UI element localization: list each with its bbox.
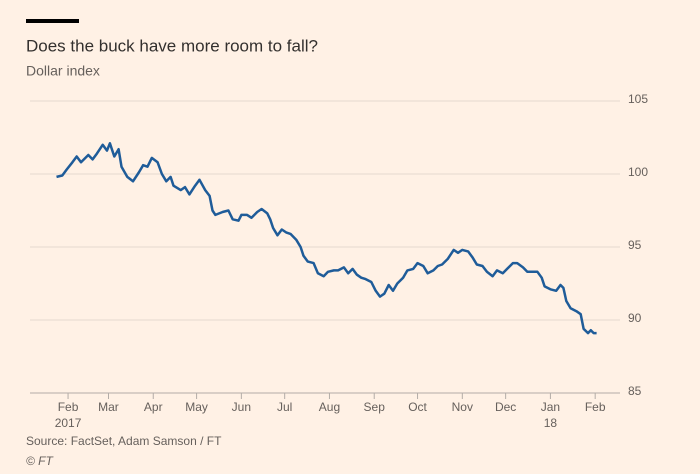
chart-title: Does the buck have more room to fall?	[26, 36, 318, 55]
x-tick-label: Jun	[232, 400, 251, 414]
x-tick-label: Feb	[585, 400, 606, 414]
data-line	[56, 142, 597, 335]
x-sublabel: 18	[544, 416, 558, 430]
y-tick-label: 90	[628, 311, 642, 325]
x-tick-label: Mar	[98, 400, 119, 414]
x-tick-label: Dec	[495, 400, 516, 414]
x-tick-label: Oct	[408, 400, 427, 414]
x-tick-label: Jul	[277, 400, 292, 414]
x-tick-label: Nov	[452, 400, 473, 414]
y-tick-label: 105	[628, 92, 648, 106]
source: Source: FactSet, Adam Samson / FT	[26, 434, 222, 448]
x-sublabel: 2017	[55, 416, 82, 430]
x-tick-label: Sep	[364, 400, 386, 414]
y-tick-label: 100	[628, 165, 648, 179]
y-tick-label: 85	[628, 384, 642, 398]
x-tick-label: Jan	[541, 400, 560, 414]
x-tick-label: May	[185, 400, 208, 414]
y-tick-label: 95	[628, 238, 642, 252]
copyright: © FT	[26, 454, 55, 468]
brand-bar	[26, 19, 79, 23]
chart-subtitle: Dollar index	[26, 63, 100, 79]
x-tick-label: Aug	[319, 400, 340, 414]
x-tick-label: Feb	[58, 400, 79, 414]
x-tick-label: Apr	[144, 400, 163, 414]
